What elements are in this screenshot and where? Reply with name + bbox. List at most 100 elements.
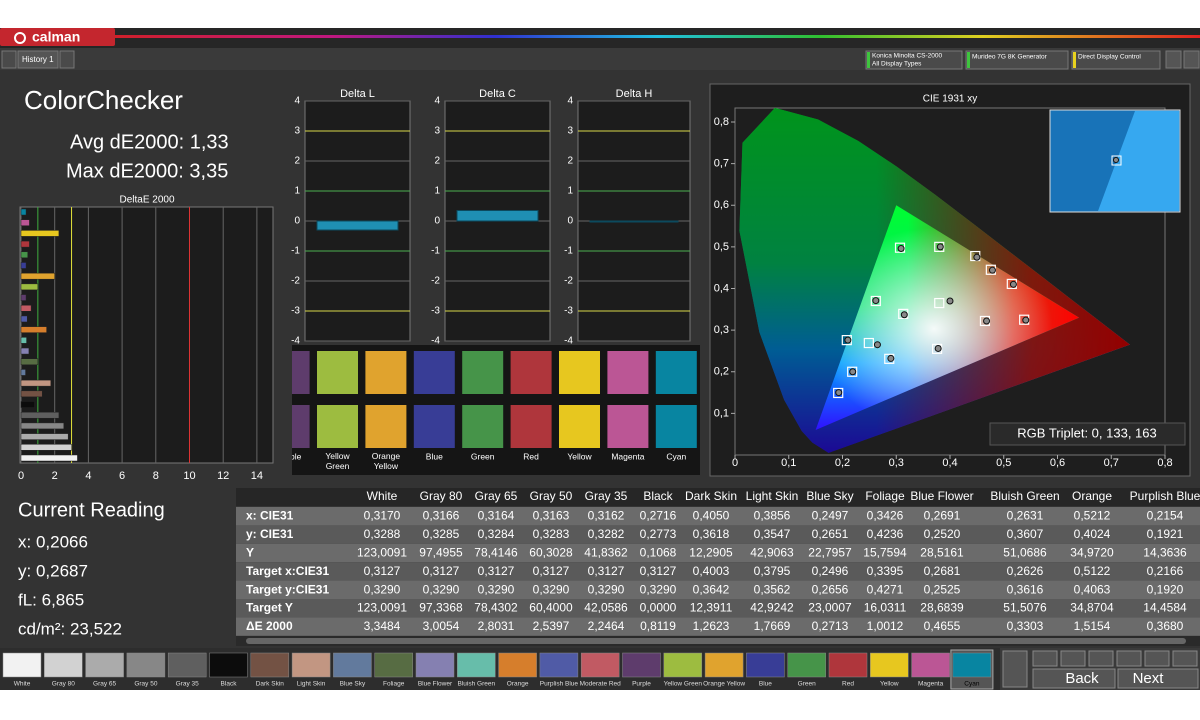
y-tick-label: 0,2: [714, 366, 729, 378]
row-label: y: CIE31: [246, 527, 294, 541]
patch-label: Blue: [426, 451, 443, 461]
swatch-label: Gray 80: [52, 681, 76, 688]
x-tick-label: 0,1: [781, 457, 796, 469]
table-cell: 51,0686: [1003, 545, 1047, 559]
swatch[interactable]: [167, 652, 207, 678]
history-tab[interactable]: [17, 50, 59, 69]
control-button[interactable]: [1116, 650, 1142, 667]
control-button[interactable]: [1088, 650, 1114, 667]
table-cell: 60,4000: [529, 601, 573, 615]
swatch[interactable]: [663, 652, 703, 678]
swatch[interactable]: [580, 652, 620, 678]
swatch[interactable]: [498, 652, 537, 678]
swatch[interactable]: [209, 652, 248, 678]
device-box[interactable]: [865, 50, 963, 70]
bar: [316, 220, 399, 231]
patch-measured: [510, 405, 552, 448]
patch-label: Magenta: [611, 451, 644, 461]
device-box[interactable]: [1071, 50, 1161, 70]
measured-point: [983, 317, 991, 325]
measured-point: [946, 297, 954, 305]
bar: [20, 230, 60, 237]
swatch[interactable]: [374, 652, 413, 678]
measured-point: [988, 266, 996, 274]
swatch[interactable]: [911, 652, 950, 678]
table-cell: 0,3290: [588, 582, 625, 596]
column-header: Blue Sky: [806, 489, 853, 503]
device-box[interactable]: [965, 50, 1069, 70]
add-tab[interactable]: [59, 50, 75, 69]
swatch[interactable]: [704, 652, 744, 678]
record-button[interactable]: [1002, 650, 1028, 688]
swatch[interactable]: [870, 652, 909, 678]
settings-button[interactable]: [1183, 50, 1200, 69]
table-cell: 0,3680: [1147, 619, 1184, 633]
control-button[interactable]: [1172, 650, 1198, 667]
y-tick-label: 4: [434, 96, 440, 107]
swatch-label: Red: [842, 681, 854, 688]
table-cell: 0,3285: [423, 527, 460, 541]
patch-measured: [317, 405, 358, 448]
y-tick-label: 2: [567, 156, 573, 167]
table-row: [236, 562, 1200, 581]
patch-label: Purple: [277, 451, 302, 461]
swatch[interactable]: [415, 652, 455, 678]
target-point: [833, 387, 844, 399]
swatch-label: Light Skin: [297, 681, 326, 688]
bar: [20, 358, 39, 365]
table-cell: 1,2623: [693, 619, 730, 633]
table-cell: 0,3163: [533, 509, 570, 523]
settings-button[interactable]: [1165, 50, 1182, 69]
swatch[interactable]: [952, 652, 992, 678]
swatch[interactable]: [126, 652, 166, 678]
patch-measured: [462, 405, 504, 448]
rgb-triplet: RGB Triplet: 0, 133, 163: [1017, 425, 1156, 440]
y-tick-label: 3: [434, 126, 440, 137]
table-cell: 0,3290: [533, 582, 570, 596]
swatch[interactable]: [622, 652, 661, 678]
nav-button[interactable]: [1, 50, 17, 69]
swatch[interactable]: [746, 652, 785, 678]
swatch[interactable]: [291, 652, 331, 678]
swatch[interactable]: [828, 652, 868, 678]
back-button[interactable]: [1032, 668, 1116, 689]
swatch[interactable]: [85, 652, 124, 678]
measured-point: [936, 243, 944, 251]
control-button[interactable]: [1060, 650, 1086, 667]
next-button[interactable]: [1117, 668, 1199, 689]
control-button[interactable]: [1032, 650, 1058, 667]
patch-measured: [655, 405, 697, 448]
swatch[interactable]: [787, 652, 826, 678]
swatch[interactable]: [539, 652, 579, 678]
swatch[interactable]: [457, 652, 496, 678]
table-cell: 0,1920: [1147, 582, 1184, 596]
swatch-label: Cyan: [964, 681, 980, 688]
table-cell: 0,2716: [640, 509, 677, 523]
y-tick-label: -4: [291, 336, 300, 347]
x-tick-label: 0,3: [889, 457, 904, 469]
bar: [20, 251, 28, 259]
row-label: Target x:CIE31: [246, 564, 329, 578]
scroll-thumb[interactable]: [246, 638, 1186, 644]
table-row: [236, 543, 1200, 563]
table-row: [236, 525, 1200, 544]
patch-measured: [607, 405, 649, 448]
patch-label: Yellow: [567, 451, 592, 461]
table-cell: 16,0311: [864, 601, 907, 615]
reading-value: x: 0,2066: [18, 532, 88, 551]
swatch[interactable]: [250, 652, 290, 678]
table-cell: 0,1068: [640, 545, 677, 559]
bar: [20, 326, 47, 333]
control-button[interactable]: [1144, 650, 1170, 667]
patch-measured: [559, 405, 600, 448]
swatch[interactable]: [333, 652, 372, 678]
measured-point: [900, 311, 908, 319]
table-cell: 0,3290: [478, 582, 515, 596]
swatch[interactable]: [44, 652, 83, 678]
target-point: [934, 297, 945, 309]
swatch[interactable]: [2, 652, 42, 678]
table-cell: 0,4003: [693, 564, 730, 578]
device-name: Konica Minolta CS-2000: [872, 53, 942, 60]
